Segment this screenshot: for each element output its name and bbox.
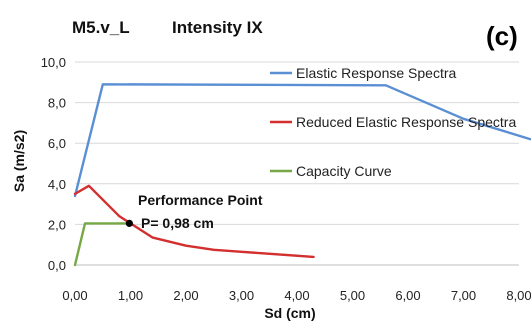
x-tick-label: 7,00 (451, 288, 476, 303)
x-tick-label: 3,00 (229, 288, 254, 303)
y-tick-label: 2,0 (48, 217, 66, 232)
series-line-2 (73, 222, 132, 267)
panel-label: (c) (486, 21, 518, 51)
x-tick-label: 5,00 (340, 288, 365, 303)
x-tick-label: 8,00 (506, 288, 531, 303)
y-axis-label: Sa (m/s2) (11, 130, 27, 192)
legend-label-2: Capacity Curve (296, 163, 392, 179)
text-layer: M5.v_L Intensity IX (c) Sd (cm) Sa (m/s2… (11, 18, 518, 321)
legend-label-1: Reduced Elastic Response Spectra (296, 114, 516, 130)
series-line-0 (73, 83, 531, 198)
legend-label-0: Elastic Response Spectra (296, 65, 457, 81)
series-layer (73, 83, 531, 267)
performance-point-label: Performance Point (138, 192, 263, 208)
x-tick-label: 4,00 (284, 288, 309, 303)
y-tick-label: 0,0 (48, 258, 66, 273)
y-tick-label: 6,0 (48, 136, 66, 151)
axes-layer: 0,0 2,0 4,0 6,0 8,0 10,0 0,00 1,00 2,00 3,00 4,00 5… (41, 55, 531, 303)
y-tick-label: 4,0 (48, 177, 66, 192)
series-line-1 (73, 184, 315, 259)
x-tick-label: 6,00 (395, 288, 420, 303)
x-tick-label: 0,00 (62, 288, 87, 303)
performance-point-marker (125, 219, 133, 227)
x-axis-label: Sd (cm) (264, 305, 315, 321)
x-tick-label: 2,00 (173, 288, 198, 303)
x-tick-label: 1,00 (118, 288, 143, 303)
y-tick-label: 8,0 (48, 96, 66, 111)
chart-title: M5.v_L (72, 18, 130, 37)
y-tick-label: 10,0 (41, 55, 66, 70)
chart-subtitle: Intensity IX (172, 18, 263, 37)
performance-point-value: P= 0,98 cm (141, 215, 214, 231)
legend-layer: Elastic Response Spectra Reduced Elastic … (270, 65, 516, 179)
annotation-layer: Performance Point P= 0,98 cm (125, 192, 263, 231)
